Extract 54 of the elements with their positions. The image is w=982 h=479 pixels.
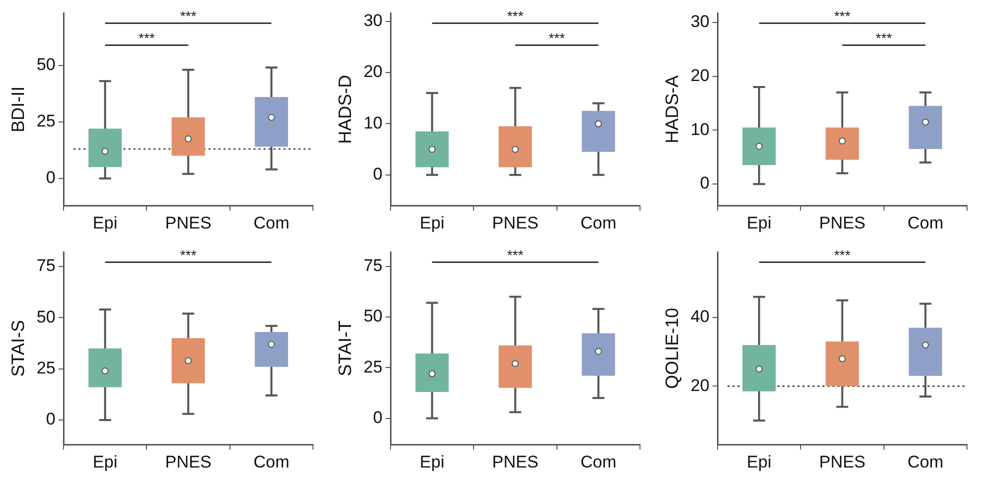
y-tick-label: 0 xyxy=(373,408,383,427)
annotation: *** xyxy=(507,8,524,24)
y-tick-label: 75 xyxy=(36,256,56,276)
x-tick-label: PNES xyxy=(492,452,538,472)
y-tick-label: 50 xyxy=(36,54,56,74)
x-tick-label: Com xyxy=(253,452,290,472)
y-tick-label: 0 xyxy=(46,410,56,429)
x-tick-label: Com xyxy=(253,213,290,232)
x-tick-label: Com xyxy=(580,213,616,232)
x-tick-label: PNES xyxy=(492,213,538,232)
x-tick-label: PNES xyxy=(819,452,866,472)
x-tick-label: Epi xyxy=(92,452,118,472)
y-tick-label: 40 xyxy=(690,307,710,326)
x-tick-label: Com xyxy=(580,452,616,472)
y-tick-label: 10 xyxy=(690,120,710,139)
x-tick-label: Epi xyxy=(746,452,772,472)
y-tick-label: 20 xyxy=(364,62,383,82)
y-tick-label: 30 xyxy=(364,11,383,30)
annotation: *** xyxy=(834,8,851,24)
annotation: *** xyxy=(138,30,156,46)
y-axis-title: BDI-II xyxy=(8,86,28,132)
y-tick-label: 25 xyxy=(36,112,56,131)
annotation: *** xyxy=(180,247,197,264)
x-tick-label: PNES xyxy=(819,213,866,232)
x-tick-label: Epi xyxy=(746,213,772,232)
annotation: *** xyxy=(876,30,893,46)
annotation: *** xyxy=(180,8,197,24)
y-tick-label: 20 xyxy=(690,66,710,85)
y-tick-label: 50 xyxy=(364,306,383,326)
y-tick-label: 10 xyxy=(364,113,383,132)
y-axis-title: QOLIE-10 xyxy=(662,308,682,389)
y-tick-label: 0 xyxy=(46,168,56,188)
y-axis-title: HADS-D xyxy=(334,74,355,144)
y-tick-label: 50 xyxy=(36,307,56,326)
annotation: *** xyxy=(548,30,566,46)
y-axis-title: STAI-T xyxy=(334,320,355,376)
y-tick-label: 0 xyxy=(373,164,383,184)
y-axis-title: HADS-A xyxy=(662,75,682,144)
x-tick-label: PNES xyxy=(165,452,212,472)
x-tick-label: Epi xyxy=(92,213,118,232)
x-tick-label: Com xyxy=(907,452,944,472)
x-tick-label: PNES xyxy=(165,213,212,232)
annotation: *** xyxy=(834,247,851,264)
y-tick-label: 75 xyxy=(364,256,383,276)
x-tick-label: Epi xyxy=(420,213,444,232)
y-tick-label: 25 xyxy=(364,357,383,376)
y-tick-label: 0 xyxy=(700,174,710,193)
y-axis-title: STAI-S xyxy=(8,320,28,377)
y-tick-label: 20 xyxy=(690,376,710,395)
x-tick-label: Com xyxy=(907,213,944,232)
y-tick-label: 30 xyxy=(690,12,710,32)
x-tick-label: Epi xyxy=(420,452,444,472)
annotation: *** xyxy=(507,247,524,264)
y-tick-label: 25 xyxy=(36,358,56,378)
